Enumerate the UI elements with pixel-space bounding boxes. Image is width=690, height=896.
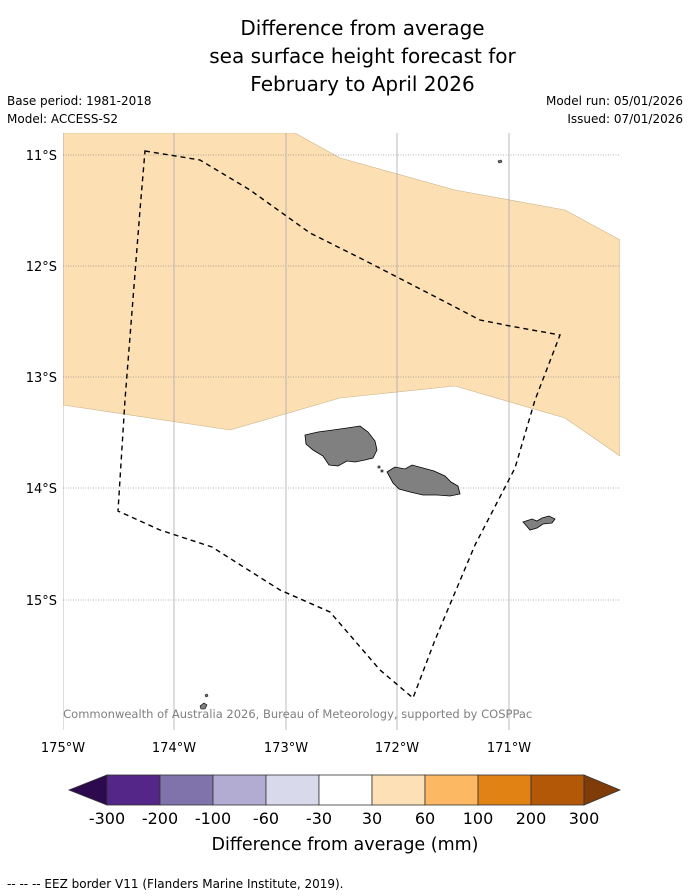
colorbar-bin-9 (530, 774, 585, 806)
colorbar-tick-4: -60 (253, 809, 279, 828)
model-text: Model: ACCESS-S2 (7, 112, 119, 126)
colorbar: -300 -200 -100 -60 -30 30 60 100 200 300… (67, 774, 622, 855)
colorbar-tick-2: -200 (142, 809, 178, 828)
title-line-2: sea surface height forecast for (209, 44, 516, 68)
lat-label-11s: 11°S (26, 149, 57, 164)
copyright-notice: © Commonwealth of Australia 2026, Bureau… (48, 707, 532, 721)
colorbar-bin-3 (212, 774, 267, 806)
colorbar-bin-8 (477, 774, 532, 806)
colorbar-bin-5 (318, 774, 373, 806)
colorbar-bin-1 (106, 774, 161, 806)
longitude-gridlines (63, 133, 510, 730)
issued-text: Issued: 07/01/2026 (567, 112, 683, 126)
lon-label-172w: 172°W (375, 741, 419, 756)
chart-title: Difference from average sea surface heig… (0, 14, 690, 98)
colorbar-bin-2 (159, 774, 214, 806)
colorbar-tick-7: 60 (415, 809, 435, 828)
upolu-island (386, 464, 461, 497)
colorbar-tick-5: -30 (306, 809, 332, 828)
lon-label-171w: 171°W (487, 741, 531, 756)
colorbar-label: Difference from average (mm) (211, 835, 478, 855)
map-area: © Commonwealth of Australia 2026, Bureau… (48, 133, 620, 730)
colorbar-tick-1: -300 (89, 809, 125, 828)
anomaly-region-30-60mm (63, 133, 620, 457)
latitude-gridlines (63, 154, 620, 601)
eez-border (117, 150, 561, 700)
lat-label-14s: 14°S (26, 482, 57, 497)
colorbar-tick-10: 300 (569, 809, 600, 828)
longitude-labels: 175°W 174°W 173°W 172°W 171°W (41, 741, 531, 756)
lon-label-174w: 174°W (152, 741, 196, 756)
colorbar-tick-6: 30 (362, 809, 382, 828)
savaii-island (304, 425, 378, 467)
title-line-1: Difference from average (240, 16, 485, 40)
tutuila-island (522, 515, 556, 531)
lat-label-12s: 12°S (26, 260, 57, 275)
colorbar-tick-3: -100 (195, 809, 231, 828)
colorbar-bin-6 (371, 774, 426, 806)
lat-label-15s: 15°S (26, 594, 57, 609)
colorbar-tick-8: 100 (463, 809, 494, 828)
lon-label-173w: 173°W (264, 741, 308, 756)
title-line-3: February to April 2026 (250, 72, 475, 96)
colorbar-bin-4 (265, 774, 320, 806)
lat-label-13s: 13°S (26, 371, 57, 386)
eez-legend-note: -- -- -- EEZ border V11 (Flanders Marine… (7, 877, 344, 891)
colorbar-tick-9: 200 (516, 809, 547, 828)
base-period-text: Base period: 1981-2018 (7, 94, 152, 108)
latitude-labels: 11°S 12°S 13°S 14°S 15°S (26, 149, 57, 609)
model-run-text: Model run: 05/01/2026 (545, 94, 683, 108)
colorbar-bin-7 (424, 774, 479, 806)
colorbar-extend-low (67, 774, 108, 806)
colorbar-ticks: -300 -200 -100 -60 -30 30 60 100 200 300 (89, 809, 599, 828)
lon-label-175w: 175°W (41, 741, 85, 756)
swains-islet (497, 159, 503, 164)
colorbar-extend-high (583, 774, 622, 806)
southern-islet (199, 693, 209, 710)
apolima-manono-islets (377, 465, 384, 473)
